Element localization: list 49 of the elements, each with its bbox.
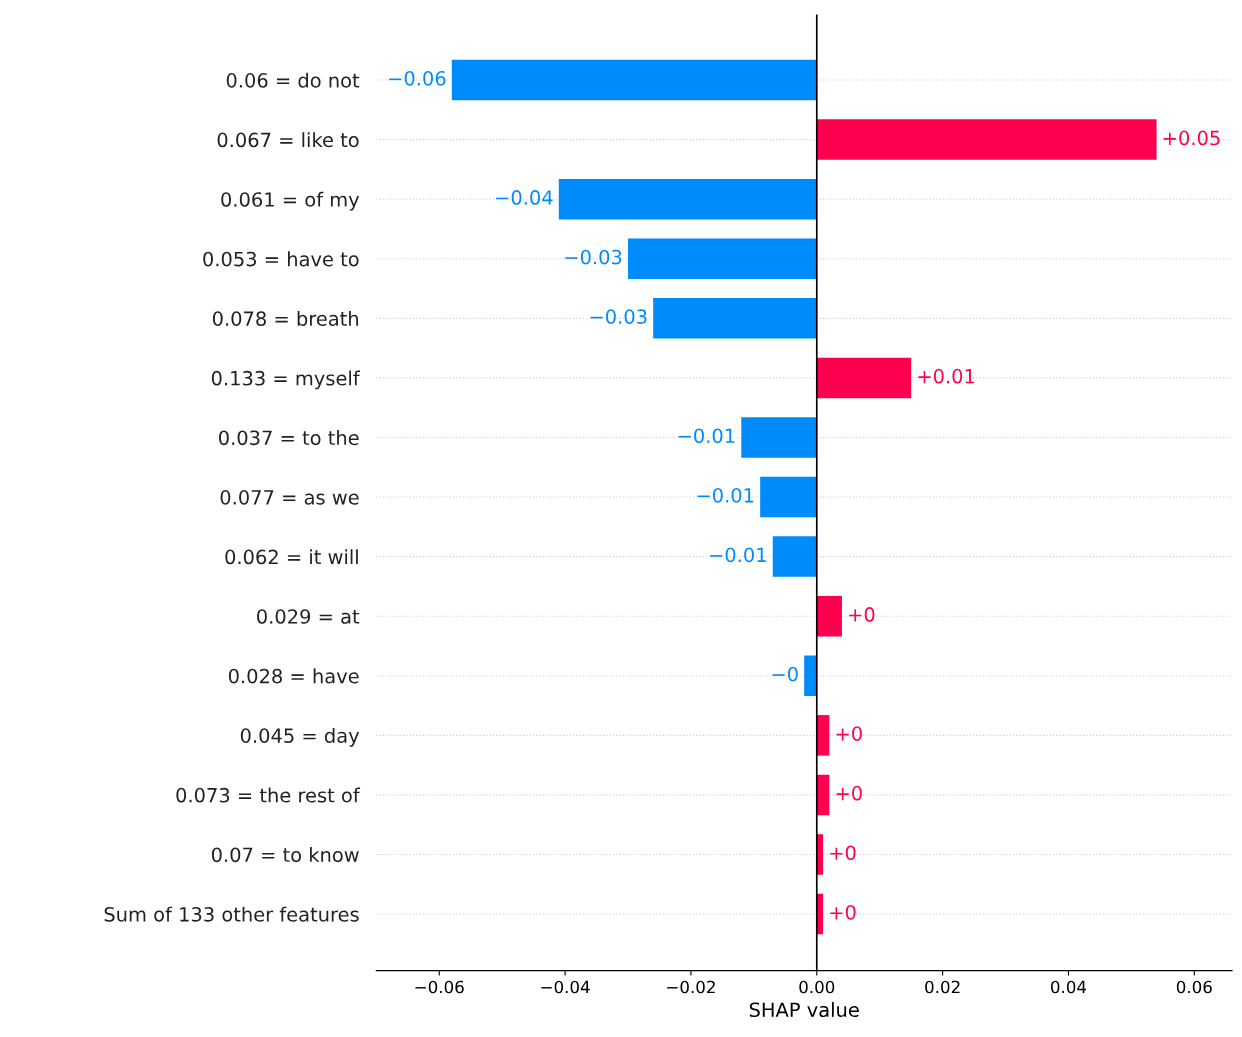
- y-tick-label: 0.045 = day: [240, 727, 360, 747]
- bar: [653, 298, 817, 339]
- bar: [760, 476, 817, 518]
- bar: [816, 119, 1157, 160]
- data-label: −0.01: [710, 547, 766, 563]
- bar: [741, 417, 817, 458]
- bar: [451, 59, 817, 101]
- y-tick-label: Sum of 133 other features: [104, 906, 359, 922]
- x-tick-label: 0.00: [799, 980, 835, 994]
- y-tick-label: 0.029 = at: [257, 609, 360, 624]
- bar: [816, 595, 842, 637]
- data-label: −0.06: [389, 70, 446, 86]
- y-tick-label: 0.07 = to know: [211, 847, 359, 863]
- data-label: −0.03: [565, 249, 622, 265]
- x-tick-label: −0.02: [667, 980, 715, 994]
- y-tick-label: 0.06 = do not: [226, 72, 360, 88]
- data-label: −0.01: [697, 487, 754, 503]
- data-label: +0: [830, 845, 856, 861]
- y-tick-label: 0.078 = breath: [212, 310, 359, 326]
- x-tick-label: 0.06: [1176, 980, 1212, 994]
- y-tick-label: 0.073 = the rest of: [176, 787, 361, 803]
- data-label: −0.03: [590, 309, 647, 324]
- data-label: +0.01: [918, 368, 975, 384]
- data-label: −0.01: [678, 428, 735, 444]
- bar: [816, 357, 912, 399]
- y-tick-label: 0.062 = it will: [225, 549, 358, 565]
- data-label: +0: [849, 607, 875, 622]
- data-label: −0: [772, 666, 798, 682]
- bar: [772, 536, 817, 577]
- y-tick-label: 0.133 = myself: [211, 370, 361, 390]
- y-tick-label: 0.067 = like to: [217, 132, 359, 148]
- x-tick-label: 0.02: [925, 980, 960, 994]
- y-tick-label: 0.077 = as we: [220, 490, 359, 505]
- data-label: +0: [836, 726, 862, 741]
- bar: [804, 655, 817, 697]
- y-tick-label: 0.053 = have to: [203, 251, 359, 267]
- x-axis-title: SHAP value: [749, 1002, 859, 1018]
- x-tick-label: 0.04: [1051, 980, 1087, 994]
- bar: [558, 178, 817, 220]
- bar: [628, 238, 817, 280]
- y-tick-label: 0.028 = have: [228, 668, 359, 684]
- y-tick-label: 0.061 = of my: [221, 191, 360, 211]
- data-label: +0: [830, 904, 856, 920]
- x-tick-label: −0.06: [415, 980, 464, 994]
- data-label: +0.05: [1163, 130, 1220, 146]
- data-label: −0.04: [496, 190, 553, 205]
- x-tick-label: −0.04: [541, 980, 590, 994]
- y-tick-label: 0.037 = to the: [219, 430, 359, 446]
- data-label: +0: [836, 785, 862, 801]
